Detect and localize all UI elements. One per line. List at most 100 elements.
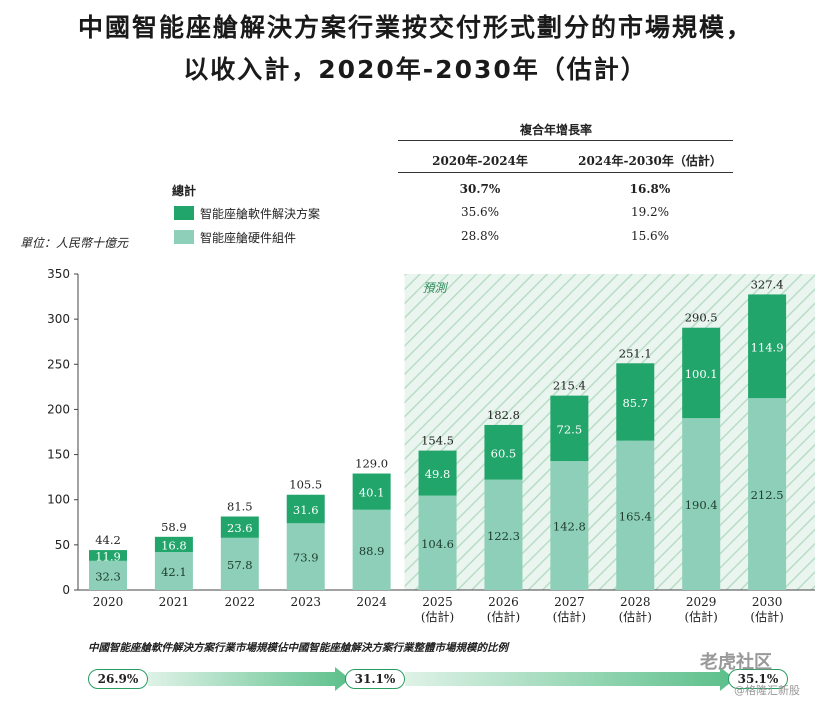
bar-software	[286, 494, 325, 524]
cagr-col1-header: 2020年-2024年	[432, 154, 528, 168]
hardware-value-label: 104.6	[421, 537, 454, 551]
total-value-label: 182.8	[487, 408, 520, 422]
bar-hardware	[748, 398, 787, 590]
software-value-label: 85.7	[622, 396, 648, 410]
bar-hardware	[89, 560, 127, 590]
bar-software	[89, 550, 127, 561]
hardware-value-label: 32.3	[95, 569, 121, 583]
software-value-label: 100.1	[685, 367, 718, 381]
watermark-logo: 老虎社区	[700, 652, 772, 673]
cagr-total-v2: 16.8%	[629, 182, 671, 196]
market-size-chart: 預測 0 50 100 150 200 250 300 350 32.3 11.9 44.2 202…	[47, 267, 815, 624]
software-value-label: 72.5	[557, 422, 583, 436]
software-value-label: 40.1	[359, 486, 385, 500]
software-value-label: 16.8	[161, 538, 187, 552]
legend-swatch-software	[174, 206, 194, 220]
x-category-label: 2027	[554, 595, 585, 609]
x-category-label: 2024	[356, 595, 387, 609]
total-value-label: 129.0	[355, 457, 388, 471]
bar-software	[484, 424, 523, 480]
chart-title-line1: 中國智能座艙解決方案行業按交付形式劃分的市場規模，	[77, 13, 753, 42]
y-tick-label: 150	[47, 448, 70, 462]
x-category-label: (估計)	[487, 609, 520, 624]
hardware-value-label: 212.5	[751, 488, 784, 502]
legend-swatch-hardware	[174, 230, 194, 244]
ratio-arrow-1	[148, 667, 350, 691]
cagr-total-v1: 30.7%	[459, 182, 501, 196]
forecast-label: 預測	[423, 281, 449, 295]
cagr-rule-mid	[398, 172, 733, 173]
cagr-header: 複合年增長率	[520, 123, 593, 137]
x-category-label: (估計)	[750, 609, 783, 624]
x-category-label: 2025	[422, 595, 453, 609]
x-category-label: 2029	[686, 595, 717, 609]
x-category-label: 2020	[93, 595, 124, 609]
bar-software	[418, 450, 457, 496]
x-category-label: 2028	[620, 595, 651, 609]
total-value-label: 290.5	[685, 311, 718, 325]
bar-hardware	[418, 495, 457, 590]
bar-software	[154, 536, 193, 552]
x-category-label: 2022	[225, 595, 256, 609]
bar-hardware	[286, 523, 325, 590]
watermark-handle: @格隆汇新股	[734, 684, 800, 697]
bar-software	[682, 327, 721, 419]
hardware-value-label: 42.1	[161, 565, 187, 579]
ratio-arrows	[148, 667, 735, 691]
hardware-value-label: 165.4	[619, 509, 652, 523]
bar-software	[616, 363, 655, 441]
unit-label: 單位：人民幣十億元	[20, 236, 129, 250]
total-value-label: 58.9	[161, 520, 187, 534]
bar-hardware	[220, 537, 259, 590]
y-tick-label: 100	[47, 493, 70, 507]
hardware-value-label: 142.8	[553, 520, 586, 534]
bar-software	[748, 294, 787, 399]
hardware-value-label: 190.4	[685, 498, 718, 512]
bar-software	[220, 516, 259, 538]
cagr-col2-header: 2024年-2030年（估計）	[578, 154, 722, 168]
ratio-pill-2024: 31.1%	[345, 669, 405, 689]
x-category-label: (估計)	[619, 609, 652, 624]
ratio-pill-2020: 26.9%	[88, 669, 148, 689]
software-value-label: 114.9	[751, 340, 784, 354]
bar-hardware	[550, 461, 589, 590]
bar-hardware	[616, 440, 655, 590]
y-tick-label: 250	[47, 357, 70, 371]
bar-software	[352, 473, 391, 510]
cagr-hardware-v1: 28.8%	[460, 229, 500, 243]
y-tick-label: 200	[47, 402, 70, 416]
y-tick-label: 300	[47, 312, 70, 326]
bar-hardware	[484, 479, 523, 590]
bar-hardware	[154, 551, 193, 590]
total-value-label: 251.1	[619, 346, 652, 360]
forecast-region	[404, 274, 815, 590]
y-tick-label: 50	[55, 538, 70, 552]
software-value-label: 60.5	[491, 446, 517, 460]
software-value-label: 23.6	[227, 521, 253, 535]
cagr-hardware-v2: 15.6%	[630, 229, 670, 243]
software-value-label: 11.9	[95, 549, 121, 563]
x-category-label: 2021	[159, 595, 190, 609]
x-category-label: 2030	[752, 595, 783, 609]
x-category-label: 2023	[290, 595, 321, 609]
total-value-label: 44.2	[95, 533, 121, 547]
ratio-title: 中國智能座艙軟件解決方案行業市場規模佔中國智能座艙解決方案行業整體市場規模的比例	[88, 642, 508, 654]
legend-software-label: 智能座艙軟件解決方案	[200, 207, 321, 221]
cagr-software-v2: 19.2%	[630, 205, 670, 219]
x-category-label: 2026	[488, 595, 519, 609]
legend-hardware-label: 智能座艙硬件組件	[200, 231, 297, 245]
bar-software	[550, 395, 589, 462]
hardware-value-label: 88.9	[359, 544, 385, 558]
bar-hardware	[682, 418, 721, 590]
total-value-label: 81.5	[227, 500, 253, 514]
hardware-value-label: 57.8	[227, 558, 253, 572]
total-value-label: 154.5	[421, 434, 454, 448]
legend-total-label: 總計	[172, 184, 197, 198]
total-value-label: 215.4	[553, 379, 586, 393]
total-value-label: 105.5	[289, 478, 322, 492]
ratio-pill-2030: 35.1%	[728, 669, 788, 689]
cagr-software-v1: 35.6%	[460, 205, 500, 219]
y-tick-label: 0	[62, 583, 70, 597]
x-category-label: (估計)	[421, 609, 454, 624]
software-value-label: 31.6	[293, 503, 319, 517]
